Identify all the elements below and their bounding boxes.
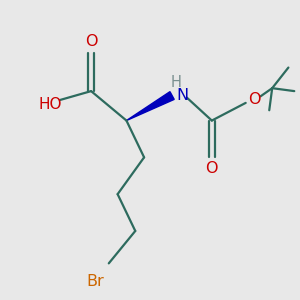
Text: O: O bbox=[85, 34, 98, 49]
Text: O: O bbox=[248, 92, 261, 107]
Text: H: H bbox=[171, 75, 182, 90]
Text: N: N bbox=[176, 88, 188, 103]
Text: O: O bbox=[206, 161, 218, 176]
Text: HO: HO bbox=[38, 97, 62, 112]
Polygon shape bbox=[126, 92, 174, 121]
Text: Br: Br bbox=[87, 274, 104, 289]
